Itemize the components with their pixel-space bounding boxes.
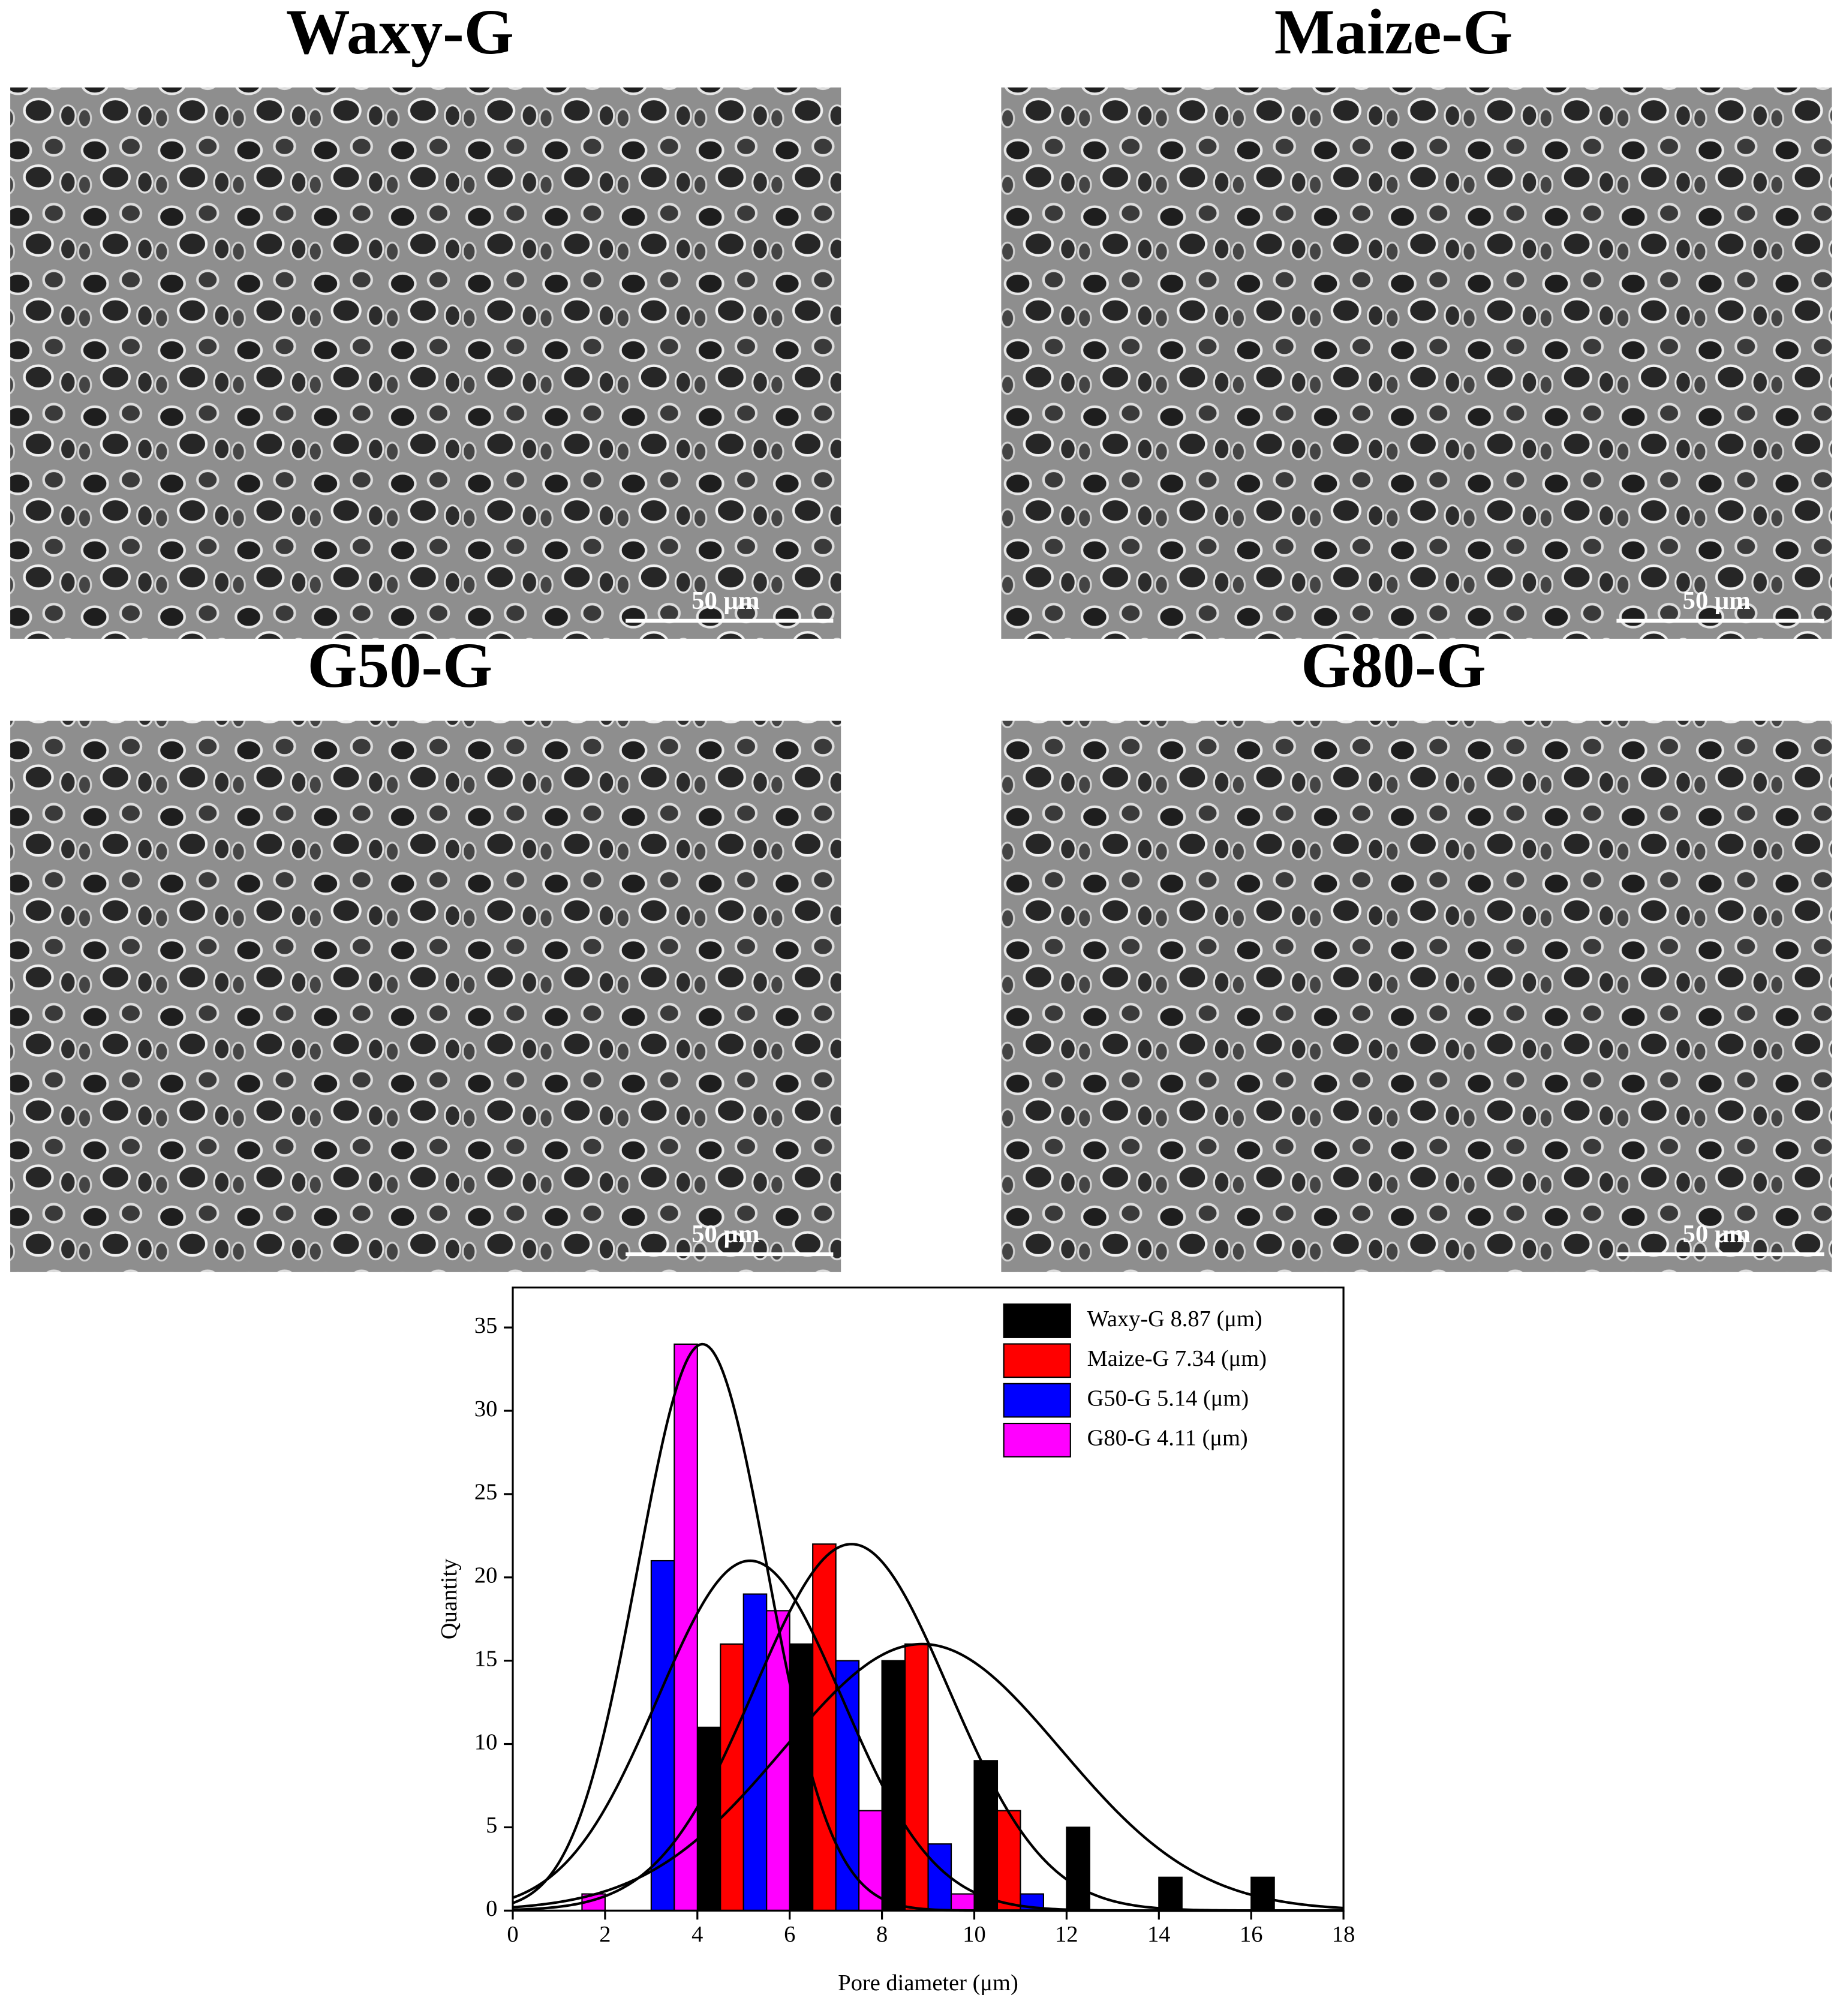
bar: [696, 1726, 721, 1912]
bar: [927, 1843, 952, 1912]
legend-swatch: [1003, 1383, 1071, 1418]
panel-title: G50-G: [308, 630, 493, 701]
panels: Waxy-G 50 μm Maize-G 50 μm G50-G 50 μm G80-G 50…: [10, 0, 1832, 1272]
y-tick-label: 0: [486, 1896, 497, 1921]
bar: [742, 1593, 768, 1912]
y-tick-label: 25: [474, 1480, 497, 1505]
y-tick-label: 30: [474, 1396, 497, 1422]
sem-image: [1001, 87, 1832, 639]
bar: [789, 1643, 814, 1912]
legend-label: Maize-G 7.34 (μm): [1087, 1346, 1267, 1371]
bar: [904, 1643, 929, 1912]
legend-label: Waxy-G 8.87 (μm): [1087, 1306, 1262, 1332]
bar: [881, 1660, 906, 1912]
x-axis-label: Pore diameter (μm): [838, 1970, 1018, 1996]
scale-bar-label: 50 μm: [1682, 1220, 1750, 1248]
x-tick-label: 6: [784, 1922, 795, 1947]
legend-label: G50-G 5.14 (μm): [1087, 1386, 1249, 1411]
y-tick-label: 35: [474, 1313, 497, 1338]
panel-title: Maize-G: [1274, 0, 1513, 68]
bar: [674, 1343, 698, 1912]
bar: [973, 1760, 999, 1912]
bar: [1066, 1826, 1090, 1912]
scale-bar-label: 50 μm: [692, 587, 759, 615]
legend-swatch: [1003, 1343, 1071, 1378]
y-tick-label: 15: [474, 1646, 497, 1671]
x-tick-label: 8: [876, 1922, 888, 1947]
scale-bar-label: 50 μm: [692, 1220, 759, 1248]
sem-image: [1001, 720, 1832, 1272]
x-tick-label: 4: [692, 1922, 703, 1947]
sem-image: [10, 87, 841, 639]
legend-swatch: [1003, 1303, 1071, 1338]
x-tick-label: 14: [1147, 1922, 1170, 1947]
bar: [835, 1660, 860, 1912]
bar: [950, 1893, 975, 1912]
plot-frame: [512, 1286, 1345, 1912]
panel-title: Waxy-G: [286, 0, 514, 68]
bar: [1158, 1876, 1183, 1912]
y-tick-label: 10: [474, 1729, 497, 1754]
chart: Pore diameter (μm) Quantity 0 2 4 6 8 10 12 14 1…: [437, 1286, 1355, 1996]
y-tick-label: 5: [486, 1813, 497, 1838]
x-tick-label: 18: [1332, 1922, 1355, 1947]
legend-label: G80-G 4.11 (μm): [1087, 1426, 1248, 1451]
panel-title: G80-G: [1301, 630, 1486, 701]
sem-image: [10, 720, 841, 1272]
bar: [720, 1643, 744, 1912]
x-tick-label: 16: [1240, 1922, 1262, 1947]
x-tick-label: 12: [1055, 1922, 1078, 1947]
bar: [812, 1543, 837, 1912]
y-axis-label: Quantity: [437, 1558, 462, 1639]
x-tick-label: 2: [599, 1922, 611, 1947]
x-tick-label: 0: [507, 1922, 518, 1947]
legend-swatch: [1003, 1422, 1071, 1458]
x-tick-label: 10: [963, 1922, 985, 1947]
y-tick-label: 20: [474, 1563, 497, 1588]
scale-bar-label: 50 μm: [1682, 587, 1750, 615]
bar: [1250, 1876, 1275, 1912]
